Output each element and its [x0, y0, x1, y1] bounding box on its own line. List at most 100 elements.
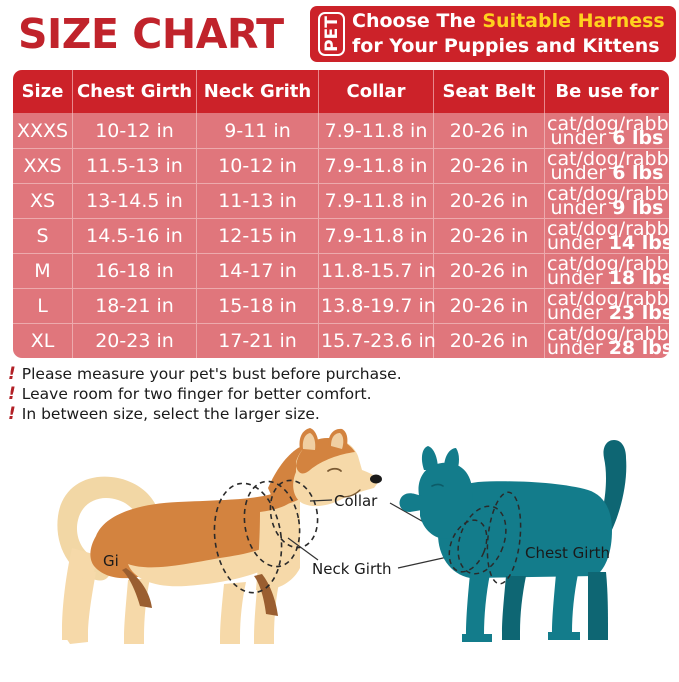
- exclamation-icon: !: [8, 364, 16, 384]
- table-row: XS 13-14.5 in 11-13 in 7.9-11.8 in 20-26…: [13, 183, 669, 218]
- cell-be-use-for: cat/dog/rabbit under 28 lbs: [545, 323, 669, 358]
- cell-size: M: [13, 253, 73, 288]
- neck-girth-label: Neck Girth: [312, 560, 392, 578]
- cell-size: XL: [13, 323, 73, 358]
- use-for-species: cat/dog/rabbit: [547, 148, 669, 170]
- cell-chest-girth: 13-14.5 in: [73, 183, 197, 218]
- dog-chest-girth-dashed: [213, 482, 283, 594]
- cat-chest-girth-dashed: [486, 491, 522, 585]
- cell-chest-girth: 10-12 in: [73, 113, 197, 148]
- exclamation-icon: !: [8, 404, 16, 424]
- chest-girth-label: Chest Girth: [525, 544, 610, 562]
- cell-chest-girth: 14.5-16 in: [73, 218, 197, 253]
- cell-neck-girth: 12-15 in: [197, 218, 319, 253]
- use-for-weight: 9 lbs: [612, 197, 664, 219]
- use-for-species: cat/dog/rabbit: [547, 112, 669, 135]
- use-for-prefix: under: [550, 162, 613, 184]
- cell-be-use-for: cat/dog/rabbit under 14 lbs: [545, 218, 669, 253]
- cell-neck-girth: 10-12 in: [197, 148, 319, 183]
- column-header-collar: Collar: [319, 70, 434, 113]
- cell-collar: 7.9-11.8 in: [319, 183, 434, 218]
- use-for-weight: 28 lbs: [608, 337, 669, 358]
- use-for-prefix: under: [547, 232, 609, 254]
- column-header-seat-belt: Seat Belt: [434, 70, 545, 113]
- use-for-weight: 6 lbs: [612, 126, 664, 149]
- measurement-illustration: Gi Collar Neck Girth: [0, 428, 679, 666]
- use-for-weight: 23 lbs: [608, 302, 669, 324]
- note-text: Leave room for two finger for better com…: [21, 385, 372, 403]
- use-for-prefix: under: [550, 197, 613, 219]
- banner-line-1-white: Choose The: [352, 10, 483, 32]
- note-text: In between size, select the larger size.: [21, 405, 320, 423]
- cell-seat-belt: 20-26 in: [434, 288, 545, 323]
- cell-neck-girth: 17-21 in: [197, 323, 319, 358]
- table-header-row: Size Chest Girth Neck Grith Collar Seat …: [13, 70, 669, 113]
- banner-text: Choose The Suitable Harness for Your Pup…: [352, 9, 665, 59]
- neck-girth-leader-cat: [397, 555, 453, 569]
- size-table-wrapper: Size Chest Girth Neck Grith Collar Seat …: [13, 70, 669, 358]
- note-text: Please measure your pet's bust before pu…: [21, 365, 402, 383]
- cell-seat-belt: 20-26 in: [434, 113, 545, 148]
- dog-girth-label-clipped: Gi: [103, 552, 119, 570]
- cell-chest-girth: 11.5-13 in: [73, 148, 197, 183]
- banner-line-2: for Your Puppies and Kittens: [352, 35, 660, 57]
- cell-seat-belt: 20-26 in: [434, 148, 545, 183]
- cell-neck-girth: 14-17 in: [197, 253, 319, 288]
- page-title: SIZE CHART: [18, 9, 284, 58]
- collar-label: Collar: [334, 492, 378, 510]
- cell-chest-girth: 18-21 in: [73, 288, 197, 323]
- table-row: M 16-18 in 14-17 in 11.8-15.7 in 20-26 i…: [13, 253, 669, 288]
- size-table: Size Chest Girth Neck Grith Collar Seat …: [13, 70, 669, 358]
- cell-neck-girth: 11-13 in: [197, 183, 319, 218]
- banner-line-1: Choose The Suitable Harness: [352, 9, 665, 34]
- cell-be-use-for: cat/dog/rabbit under 9 lbs: [545, 183, 669, 218]
- cell-size: XXS: [13, 148, 73, 183]
- page-header: SIZE CHART PET Choose The Suitable Harne…: [0, 0, 679, 68]
- use-for-species: cat/dog/rabbit: [547, 253, 669, 275]
- table-row: XL 20-23 in 17-21 in 15.7-23.6 in 20-26 …: [13, 323, 669, 358]
- dog-illustration: Gi: [57, 428, 382, 644]
- cat-illustration: Chest Girth: [399, 440, 627, 642]
- cell-be-use-for: cat/dog/rabbit under 6 lbs: [545, 113, 669, 148]
- use-for-weight: 18 lbs: [608, 267, 669, 289]
- use-for-species: cat/dog/rabbit: [547, 218, 669, 240]
- column-header-be-use-for: Be use for: [545, 70, 669, 113]
- use-for-prefix: under: [550, 126, 613, 149]
- use-for-species: cat/dog/rabbit: [547, 323, 669, 345]
- use-for-prefix: under: [547, 302, 609, 324]
- cell-collar: 11.8-15.7 in: [319, 253, 436, 288]
- cat-neck-girth-dashed: [457, 505, 507, 575]
- pet-logo-label: PET: [321, 16, 342, 52]
- cell-chest-girth: 20-23 in: [73, 323, 197, 358]
- use-for-prefix: under: [547, 337, 609, 358]
- cell-be-use-for: cat/dog/rabbit under 23 lbs: [545, 288, 669, 323]
- cell-seat-belt: 20-26 in: [434, 323, 545, 358]
- exclamation-icon: !: [8, 384, 16, 404]
- cell-be-use-for: cat/dog/rabbit under 6 lbs: [545, 148, 669, 183]
- cell-be-use-for: cat/dog/rabbit under 18 lbs: [545, 253, 669, 288]
- cell-seat-belt: 20-26 in: [434, 183, 545, 218]
- cell-size: XXXS: [13, 113, 73, 148]
- note-item: ! Please measure your pet's bust before …: [8, 364, 679, 384]
- column-header-neck-girth: Neck Grith: [197, 70, 319, 113]
- notes-list: ! Please measure your pet's bust before …: [8, 364, 679, 424]
- note-item: ! Leave room for two finger for better c…: [8, 384, 679, 404]
- use-for-prefix: under: [547, 267, 609, 289]
- cell-seat-belt: 20-26 in: [434, 218, 545, 253]
- table-row: S 14.5-16 in 12-15 in 7.9-11.8 in 20-26 …: [13, 218, 669, 253]
- column-header-chest-girth: Chest Girth: [73, 70, 197, 113]
- collar-leader-dog: [309, 499, 333, 502]
- use-for-species: cat/dog/rabbit: [547, 183, 669, 205]
- harness-banner: PET Choose The Suitable Harness for Your…: [310, 6, 676, 62]
- use-for-weight: 6 lbs: [612, 162, 664, 184]
- cell-size: S: [13, 218, 73, 253]
- table-row: XXS 11.5-13 in 10-12 in 7.9-11.8 in 20-2…: [13, 148, 669, 183]
- cell-size: XS: [13, 183, 73, 218]
- pet-logo: PET: [318, 12, 345, 56]
- cell-seat-belt: 20-26 in: [434, 253, 545, 288]
- cat-collar-dashed: [448, 519, 488, 573]
- note-item: ! In between size, select the larger siz…: [8, 404, 679, 424]
- cell-size: L: [13, 288, 73, 323]
- neck-girth-leader-dog: [287, 537, 319, 561]
- cell-collar: 15.7-23.6 in: [319, 323, 436, 358]
